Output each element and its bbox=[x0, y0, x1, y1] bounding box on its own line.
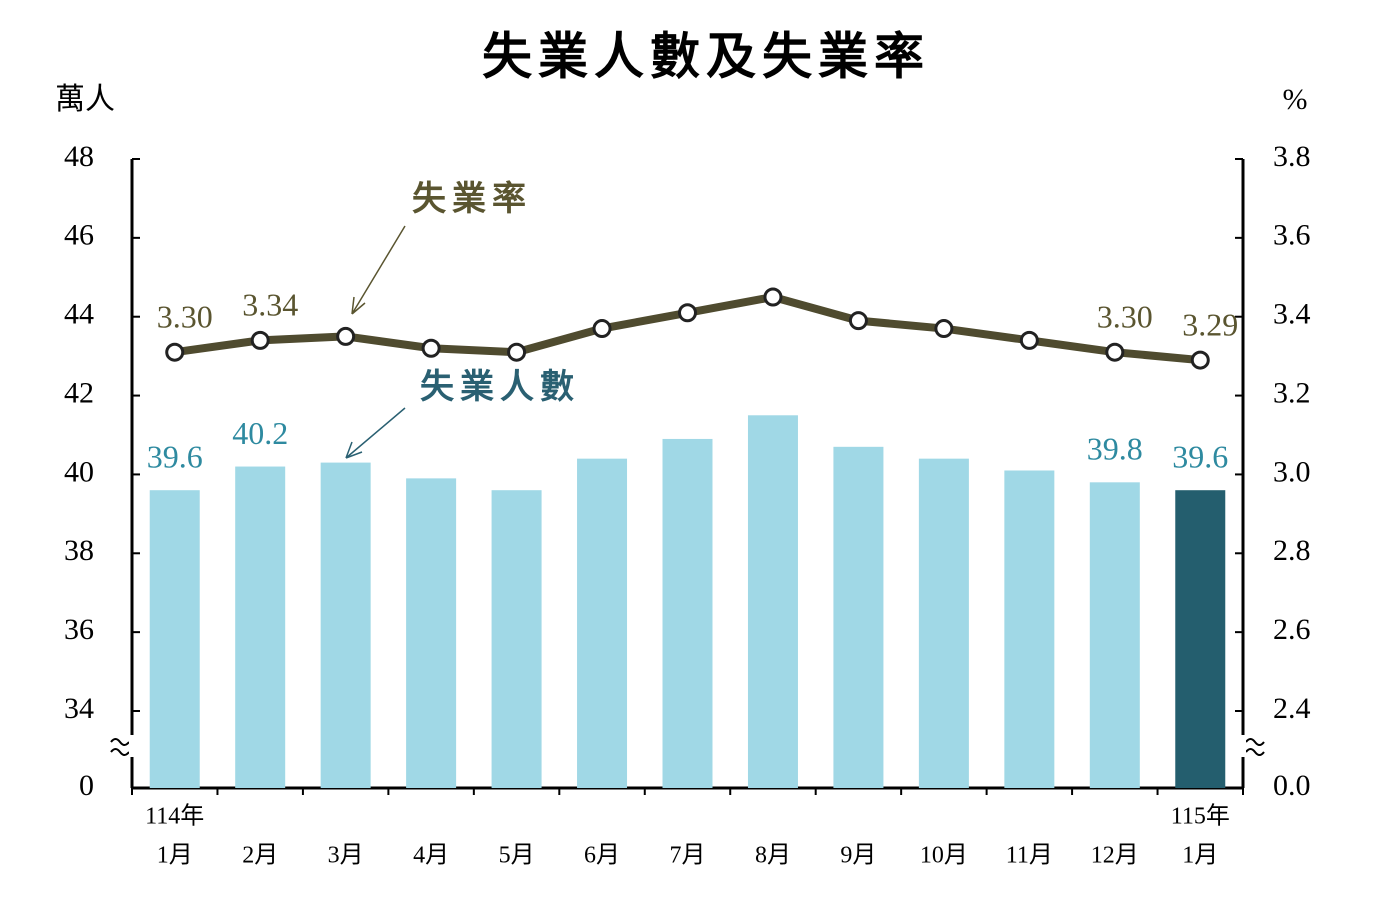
y-tick-label: 42 bbox=[64, 376, 94, 409]
bar bbox=[1089, 482, 1140, 788]
break-gap bbox=[129, 735, 135, 757]
series-annotation: 失業率 bbox=[412, 180, 532, 218]
marker bbox=[1105, 342, 1125, 362]
y2-tick-label: 3.4 bbox=[1273, 298, 1311, 331]
axis-break bbox=[1245, 738, 1265, 746]
annotation-arrow bbox=[345, 407, 406, 459]
y2-tick-label: 3.8 bbox=[1273, 140, 1311, 173]
y2-tick-label: 2.6 bbox=[1273, 613, 1311, 646]
marker bbox=[250, 330, 270, 350]
x-tick-label: 4月 bbox=[413, 843, 449, 869]
bar bbox=[918, 458, 969, 788]
bar bbox=[235, 466, 286, 788]
y-unit: 萬人 bbox=[55, 83, 115, 116]
axis-break bbox=[110, 738, 130, 746]
bar bbox=[1175, 490, 1226, 788]
y2-tick-label: 2.4 bbox=[1273, 692, 1311, 725]
bar bbox=[149, 490, 200, 788]
marker bbox=[848, 311, 868, 331]
y2-unit: % bbox=[1283, 83, 1308, 116]
marker bbox=[1019, 330, 1039, 350]
marker bbox=[934, 319, 954, 339]
line-value-label: 3.34 bbox=[242, 287, 298, 323]
bar bbox=[406, 478, 457, 788]
bar-value-label: 39.6 bbox=[1172, 439, 1228, 475]
marker bbox=[763, 287, 783, 307]
bar bbox=[747, 415, 798, 788]
x-tick-label: 5月 bbox=[499, 843, 535, 869]
bar bbox=[577, 458, 628, 788]
y-tick-label: 40 bbox=[64, 455, 94, 488]
year-label: 114年 bbox=[145, 803, 204, 830]
bar bbox=[320, 462, 371, 788]
bar bbox=[1004, 470, 1055, 788]
x-tick-label: 10月 bbox=[920, 843, 968, 869]
bar bbox=[662, 438, 713, 788]
x-tick-label: 3月 bbox=[328, 843, 364, 869]
line-value-label: 3.30 bbox=[157, 299, 213, 335]
x-tick-label: 9月 bbox=[840, 843, 876, 869]
marker bbox=[1190, 350, 1210, 370]
bar-value-label: 39.6 bbox=[147, 439, 203, 475]
x-tick-label: 8月 bbox=[755, 843, 791, 869]
x-tick-label: 7月 bbox=[670, 843, 706, 869]
y-tick-label: 44 bbox=[64, 298, 94, 331]
y-tick-label: 46 bbox=[64, 219, 94, 252]
bar bbox=[491, 490, 542, 788]
y2-tick-label: 0.0 bbox=[1273, 769, 1311, 802]
y-tick-label: 48 bbox=[64, 140, 94, 173]
annotation-arrow bbox=[351, 225, 406, 315]
x-tick-label: 12月 bbox=[1091, 843, 1139, 869]
x-tick-label: 1月 bbox=[157, 843, 193, 869]
line-value-label: 3.29 bbox=[1182, 306, 1238, 342]
y-tick-label: 38 bbox=[64, 534, 94, 567]
y2-tick-label: 3.6 bbox=[1273, 219, 1311, 252]
marker bbox=[678, 303, 697, 323]
bar-value-label: 39.8 bbox=[1087, 431, 1143, 467]
marker bbox=[336, 326, 356, 346]
axis-break bbox=[110, 748, 130, 756]
y2-tick-label: 3.0 bbox=[1273, 455, 1311, 488]
x-tick-label: 6月 bbox=[584, 843, 620, 869]
marker bbox=[165, 342, 185, 362]
y-tick-label: 34 bbox=[64, 692, 94, 725]
year-label: 115年 bbox=[1171, 803, 1230, 830]
marker bbox=[592, 319, 612, 339]
series-annotation: 失業人數 bbox=[420, 368, 580, 406]
bar-value-label: 40.2 bbox=[232, 415, 288, 451]
chart-title: 失業人數及失業率 bbox=[482, 28, 930, 84]
break-gap bbox=[1240, 735, 1246, 757]
y-tick-label: 0 bbox=[79, 769, 94, 802]
y2-tick-label: 2.8 bbox=[1273, 534, 1311, 567]
marker bbox=[421, 338, 441, 358]
line-value-label: 3.30 bbox=[1097, 299, 1153, 335]
y2-tick-label: 3.2 bbox=[1273, 376, 1311, 409]
marker bbox=[507, 342, 527, 362]
bar bbox=[833, 446, 884, 788]
x-tick-label: 2月 bbox=[242, 843, 278, 869]
x-tick-label: 11月 bbox=[1006, 843, 1053, 869]
axis-break bbox=[1245, 748, 1265, 756]
y-tick-label: 36 bbox=[64, 613, 94, 646]
x-tick-label: 1月 bbox=[1182, 843, 1218, 869]
